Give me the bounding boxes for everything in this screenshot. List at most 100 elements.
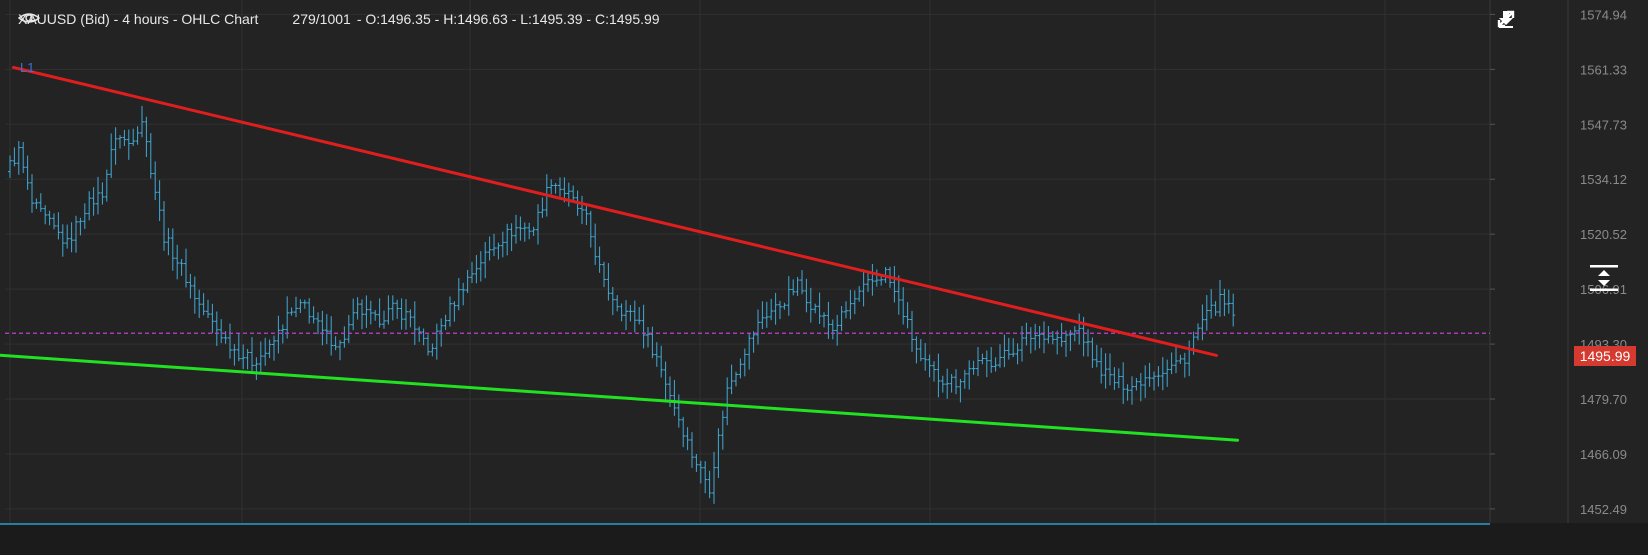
ohlc-bar <box>1108 353 1112 386</box>
ohlc-bar <box>25 155 30 190</box>
ohlc-bar <box>307 298 312 324</box>
ohlc-bar <box>1086 329 1090 357</box>
ohlc-bar <box>786 276 791 316</box>
ohlc-bar <box>100 182 105 205</box>
ohlc-bar <box>1042 321 1046 354</box>
ohlc-bar <box>527 222 532 240</box>
ohlc-bar <box>122 129 127 147</box>
ohlc-bar <box>1169 352 1174 375</box>
ohlc-bar <box>289 307 294 316</box>
ohlc-bar <box>716 428 721 478</box>
ohlc-bar <box>175 244 180 280</box>
eye-icon[interactable] <box>18 12 286 26</box>
ohlc-bar <box>65 224 70 249</box>
ohlc-bar <box>984 350 989 378</box>
ohlc-bar <box>536 204 540 245</box>
ohlc-bar <box>351 298 356 331</box>
ohlc-bar <box>474 255 479 284</box>
ohlc-bar <box>989 346 994 373</box>
ohlc-bar <box>698 460 703 484</box>
fit-chart-icon[interactable] <box>1589 264 1619 292</box>
ohlc-bar <box>813 303 818 314</box>
ohlc-bar <box>276 315 281 354</box>
ohlc-bar <box>1033 323 1038 351</box>
ohlc-bar <box>580 195 584 225</box>
ohlc-bar <box>298 299 303 313</box>
ohlc-bar <box>456 278 461 311</box>
ohlc-bar <box>747 332 752 370</box>
ohlc-bar <box>267 339 272 359</box>
ohlc-bar <box>153 161 158 201</box>
ohlc-bar <box>742 348 747 377</box>
resistance-trendline[interactable] <box>12 65 1218 357</box>
ohlc-bar <box>976 347 980 377</box>
ohlc-bar <box>355 297 360 320</box>
ohlc-bar <box>382 310 386 329</box>
ohlc-bar <box>426 334 430 356</box>
ohlc-bar <box>452 301 457 322</box>
ohlc-bar <box>272 335 276 361</box>
ohlc-bar <box>571 185 576 203</box>
ohlc-bar <box>206 299 210 319</box>
ohlc-bar <box>258 341 263 373</box>
chart-title: XAUUSD (Bid) - 4 hours - OHLC Chart 279/… <box>18 11 660 27</box>
ohlc-bar <box>685 427 690 451</box>
ohlc-bar <box>30 174 34 213</box>
ohlc-bar <box>412 301 417 345</box>
ohlc-bar <box>465 269 470 294</box>
ohlc-bar <box>1218 279 1222 317</box>
ohlc-bar <box>78 217 83 236</box>
ohlc-bar <box>166 227 171 256</box>
ohlc-bar <box>654 342 659 367</box>
ohlc-bar <box>38 193 43 212</box>
download-icon[interactable] <box>1499 10 1541 28</box>
ohlc-bar <box>408 309 413 328</box>
ohlc-bar <box>126 129 131 160</box>
ohlc-bar <box>1094 344 1099 368</box>
ohlc-bar <box>219 319 224 344</box>
ohlc-bar <box>184 248 188 288</box>
ohlc-bar <box>188 273 193 299</box>
ohlc-bar <box>628 304 633 322</box>
ohlc-bar <box>782 302 787 310</box>
ohlc-bar <box>228 323 232 359</box>
ohlc-bar <box>12 147 17 167</box>
ohlc-bar <box>1125 384 1130 401</box>
ohlc-bar <box>1020 326 1024 362</box>
ohlc-bar <box>21 141 26 174</box>
ohlc-bar <box>1165 359 1170 387</box>
ohlc-bar <box>729 364 734 395</box>
ohlc-bar <box>250 337 254 373</box>
ohlc-bar <box>346 314 351 344</box>
ohlc-bar <box>377 298 382 328</box>
ohlc-bar <box>1037 325 1042 349</box>
ohlc-bar <box>800 270 804 295</box>
ohlc-bar <box>650 326 655 359</box>
ohlc-bar <box>1011 338 1016 358</box>
ohlc-bar <box>971 360 976 375</box>
support-trendline[interactable] <box>0 353 1240 442</box>
y-tick-label: 1452.49 <box>1580 502 1627 517</box>
ohlc-bar <box>192 276 197 314</box>
ohlc-bar <box>82 203 87 229</box>
expand-icon[interactable] <box>1497 10 1515 28</box>
ohlc-bar <box>109 133 114 179</box>
ohlc-bar <box>593 223 598 265</box>
ohlc-bar <box>923 343 928 371</box>
ohlc-bar <box>118 135 122 149</box>
ohlc-bar <box>914 336 919 364</box>
ohlc-bar <box>769 298 774 321</box>
last-price-tag: 1495.99 <box>1574 346 1636 366</box>
ohlc-bar <box>720 410 725 450</box>
ohlc-bar <box>236 333 241 362</box>
ohlc-bar <box>602 261 606 288</box>
ohlc-bar <box>1055 330 1060 355</box>
ohlc-bar <box>918 339 923 362</box>
bar-count-label: 279/1001 <box>292 11 351 27</box>
ohlc-bar <box>791 279 796 296</box>
ohlc-bar <box>254 357 259 380</box>
ohlc-bar <box>879 276 884 286</box>
ohlc-bar <box>443 314 448 331</box>
ohlc-bar <box>1174 346 1178 374</box>
ohlc-bar <box>822 312 826 328</box>
